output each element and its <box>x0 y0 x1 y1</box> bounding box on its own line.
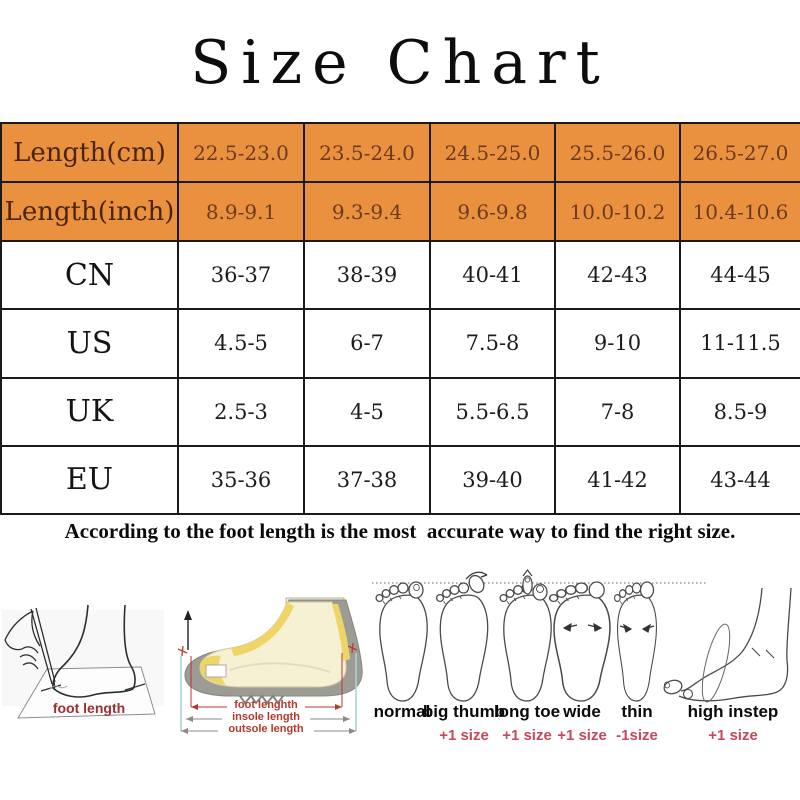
instep-measuring-loop <box>701 623 731 703</box>
table-cell: 36-37 <box>177 240 305 311</box>
shoe-foot-length-label: foot lenghth <box>234 699 298 711</box>
foot-wide <box>548 581 611 702</box>
table-cell: 22.5-23.0 <box>177 121 305 184</box>
table-cell: 40-41 <box>429 240 556 311</box>
foot-type-label-big-thumb: big thumb <box>422 702 506 721</box>
foot-high-instep <box>663 587 792 703</box>
row-header: Length(inch) <box>0 181 179 243</box>
table-cell: 9.6-9.8 <box>429 181 556 243</box>
table-cell: 5.5-6.5 <box>429 376 556 447</box>
table-cell: 7-8 <box>554 376 681 447</box>
table-cell: 7.5-8 <box>429 308 556 379</box>
foot-outline <box>40 604 146 698</box>
table-row-length-inch: Length(inch) 8.9-9.1 9.3-9.4 9.6-9.8 10.… <box>0 181 800 243</box>
insole-length-measure <box>186 716 350 722</box>
accuracy-note: According to the foot length is the most… <box>64 519 736 543</box>
foot-type-label-normal: normal <box>373 702 431 721</box>
table-cell: 10.0-10.2 <box>554 181 681 243</box>
table-cell: 41-42 <box>554 444 681 516</box>
foot-types-illustration <box>372 569 792 703</box>
insole-heel <box>332 604 350 661</box>
table-cell: 10.4-10.6 <box>679 181 800 243</box>
table-cell: 9-10 <box>554 308 681 379</box>
table-row-length-cm: Length(cm) 22.5-23.0 23.5-24.0 24.5-25.0… <box>0 121 800 184</box>
size-adjustment-wide: +1 size <box>557 727 607 744</box>
outsole-brackets <box>180 653 357 731</box>
table-cell: 2.5-3 <box>177 376 305 447</box>
size-table: Length(cm) 22.5-23.0 23.5-24.0 24.5-25.0… <box>0 121 800 516</box>
table-cell: 4-5 <box>303 376 431 447</box>
table-cell: 6-7 <box>303 308 431 379</box>
hand-with-pencil <box>4 607 68 690</box>
size-adjustment-thin: -1size <box>616 727 658 744</box>
table-cell: 24.5-25.0 <box>429 121 556 184</box>
shoe-length-diagram <box>177 597 363 734</box>
foot-type-label-high-instep: high instep <box>687 702 779 721</box>
table-cell: 39-40 <box>429 444 556 516</box>
table-row-us: US 4.5-5 6-7 7.5-8 9-10 11-11.5 <box>0 308 800 379</box>
row-header: EU <box>0 444 179 516</box>
foot-type-label-wide: wide <box>563 702 601 721</box>
shoe-insole-length-label: insole length <box>232 711 300 723</box>
row-header: US <box>0 308 179 379</box>
row-header: UK <box>0 376 179 447</box>
table-cell: 38-39 <box>303 240 431 311</box>
foot-measuring-illustration <box>2 604 164 719</box>
table-cell: 26.5-27.0 <box>679 121 800 184</box>
size-adjustment-high-instep: +1 size <box>708 727 758 744</box>
table-cell: 4.5-5 <box>177 308 305 379</box>
outsole-length-measure <box>181 728 356 734</box>
foot-normal <box>375 581 428 702</box>
table-row-eu: EU 35-36 37-38 39-40 41-42 43-44 <box>0 444 800 516</box>
size-adjustment-long-toe: +1 size <box>502 727 552 744</box>
foot-thin <box>613 581 658 702</box>
paper-sheet <box>17 666 156 719</box>
table-cell: 37-38 <box>303 444 431 516</box>
end-markers <box>177 642 358 657</box>
foot-shading <box>229 662 331 673</box>
foot-big-thumb <box>435 571 489 702</box>
shoe-outsole-length-label: outsole length <box>228 723 304 735</box>
table-cell: 8.5-9 <box>679 376 800 447</box>
row-header: CN <box>0 240 179 311</box>
table-cell: 35-36 <box>177 444 305 516</box>
table-cell: 25.5-26.0 <box>554 121 681 184</box>
height-arrow <box>184 610 192 650</box>
row-header: Length(cm) <box>0 121 179 184</box>
table-cell: 8.9-9.1 <box>177 181 305 243</box>
table-row-uk: UK 2.5-3 4-5 5.5-6.5 7-8 8.5-9 <box>0 376 800 447</box>
size-adjustment-big-thumb: +1 size <box>439 727 489 744</box>
foot-length-label: foot length <box>52 700 126 716</box>
foot-length-measure <box>190 653 343 710</box>
table-cell: 23.5-24.0 <box>303 121 431 184</box>
table-cell: 11-11.5 <box>679 308 800 379</box>
table-row-cn: CN 36-37 38-39 40-41 42-43 44-45 <box>0 240 800 311</box>
foot-long-toe <box>499 569 552 702</box>
foot-type-label-long-toe: long toe <box>493 702 561 721</box>
table-cell: 43-44 <box>679 444 800 516</box>
insole-collar <box>231 602 294 656</box>
table-cell: 9.3-9.4 <box>303 181 431 243</box>
sole-tread <box>239 694 284 705</box>
foot-type-label-thin: thin <box>621 702 653 721</box>
page-title: Size Chart <box>190 28 610 98</box>
table-cell: 42-43 <box>554 240 681 311</box>
toe-gap-marker <box>205 664 227 678</box>
table-cell: 44-45 <box>679 240 800 311</box>
